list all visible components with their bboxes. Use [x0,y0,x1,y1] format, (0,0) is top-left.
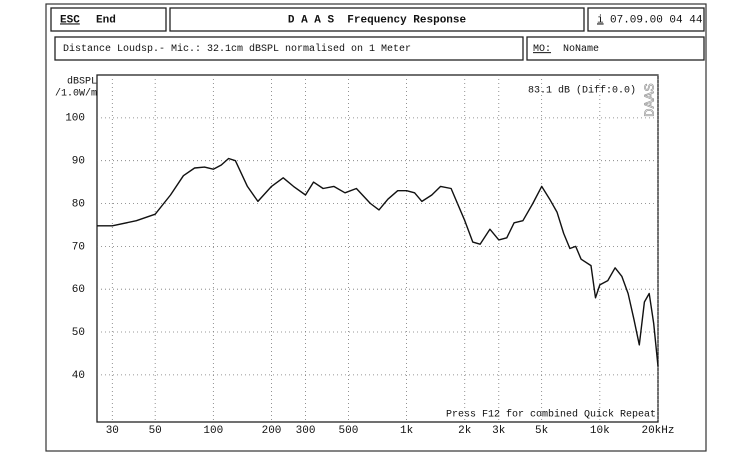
y-tick-label: 100 [65,113,85,125]
title-box [169,7,585,32]
x-tick-label: 20kHz [641,425,674,437]
level-annotation: 83.1 dB (Diff:0.0) [528,85,636,97]
x-tick-label: 10k [590,425,610,437]
y-tick-label: 50 [72,327,85,339]
esc-key[interactable]: ESC [60,14,80,26]
mo-label[interactable]: MO: [533,44,551,55]
x-tick-label: 1k [400,425,414,437]
watermark: DAAS [643,83,659,117]
y-tick-label: 90 [72,156,85,168]
x-tick-label: 3k [492,425,506,437]
y-tick-label: 40 [72,370,85,382]
info-icon[interactable]: i [597,14,604,26]
footer-note: Press F12 for combined Quick Repeat [446,409,656,421]
x-tick-label: 30 [106,425,119,437]
x-tick-label: 500 [339,425,359,437]
mo-box [526,36,705,61]
datetime: 07.09.00 04 44 [610,14,703,26]
esc-label[interactable]: End [96,14,116,26]
y-axis-unit: /1.0W/m [55,88,97,100]
window-title: D A A S Frequency Response [288,14,467,26]
esc-button[interactable] [50,7,167,32]
y-tick-label: 70 [72,241,85,253]
x-tick-label: 2k [458,425,472,437]
response-curve [97,157,659,367]
info-box [54,36,524,61]
info-text: Distance Loudsp.- Mic.: 32.1cm dBSPL nor… [63,43,411,55]
y-tick-label: 80 [72,198,85,210]
x-tick-label: 200 [262,425,282,437]
x-tick-label: 50 [149,425,162,437]
y-tick-label: 60 [72,284,85,296]
x-tick-label: 300 [296,425,316,437]
x-tick-label: 100 [203,425,223,437]
datetime-box [587,7,705,32]
mo-value: NoName [563,44,599,55]
plot-area [96,74,659,423]
x-tick-label: 5k [535,425,549,437]
y-axis-label: dBSPL [67,76,97,88]
